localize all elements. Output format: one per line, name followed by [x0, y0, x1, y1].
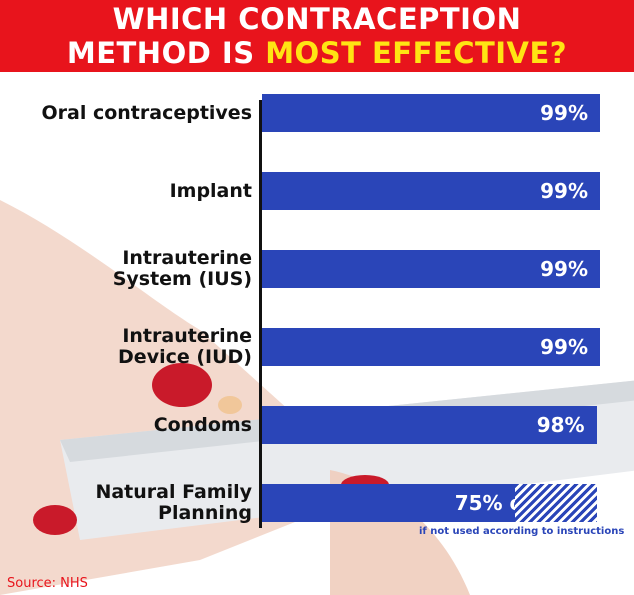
category-label-line: Intrauterine: [122, 247, 252, 269]
bar-value-label: 99%: [540, 101, 588, 125]
title-line-2: METHOD IS MOST EFFECTIVE?: [0, 36, 634, 70]
alt-value-note: if not used according to instructions: [419, 526, 625, 537]
title-highlight: MOST EFFECTIVE?: [265, 36, 568, 70]
bar: [262, 94, 600, 132]
category-label: Intrauterine Device (IUD): [118, 326, 252, 368]
category-label: Natural Family Planning: [95, 482, 252, 524]
title-line-2-prefix: METHOD IS: [66, 36, 255, 70]
category-label: Implant: [169, 179, 252, 202]
bar: [262, 250, 600, 288]
bar: [262, 172, 600, 210]
category-label-line: Intrauterine: [122, 325, 252, 347]
bar-value-label: 99%: [540, 257, 588, 281]
category-label-line: Implant: [169, 179, 252, 202]
category-label-line: Device (IUD): [118, 346, 252, 368]
chart-title: WHICH CONTRACEPTION METHOD IS MOST EFFEC…: [0, 0, 634, 72]
category-label: Condoms: [153, 413, 252, 436]
category-label: Oral contraceptives: [41, 101, 252, 124]
bar-value-label: 99%: [540, 179, 588, 203]
category-label-line: Natural Family: [95, 481, 252, 503]
title-line-1: WHICH CONTRACEPTION: [112, 2, 522, 36]
category-axis-line: [259, 100, 262, 528]
bar: [262, 406, 597, 444]
category-label-line: Condoms: [153, 413, 252, 436]
bar: [262, 484, 515, 522]
bar-value-label: 98%: [536, 413, 585, 437]
source-label: Source: NHS: [7, 576, 88, 591]
category-label-line: System (IUS): [112, 268, 252, 290]
category-label-line: Oral contraceptives: [41, 101, 252, 124]
bar-hatched-segment: [515, 484, 597, 522]
category-label: Intrauterine System (IUS): [113, 248, 252, 290]
category-label-line: Planning: [158, 502, 252, 524]
bar-value-label: 99%: [540, 335, 588, 359]
bar: [262, 328, 600, 366]
